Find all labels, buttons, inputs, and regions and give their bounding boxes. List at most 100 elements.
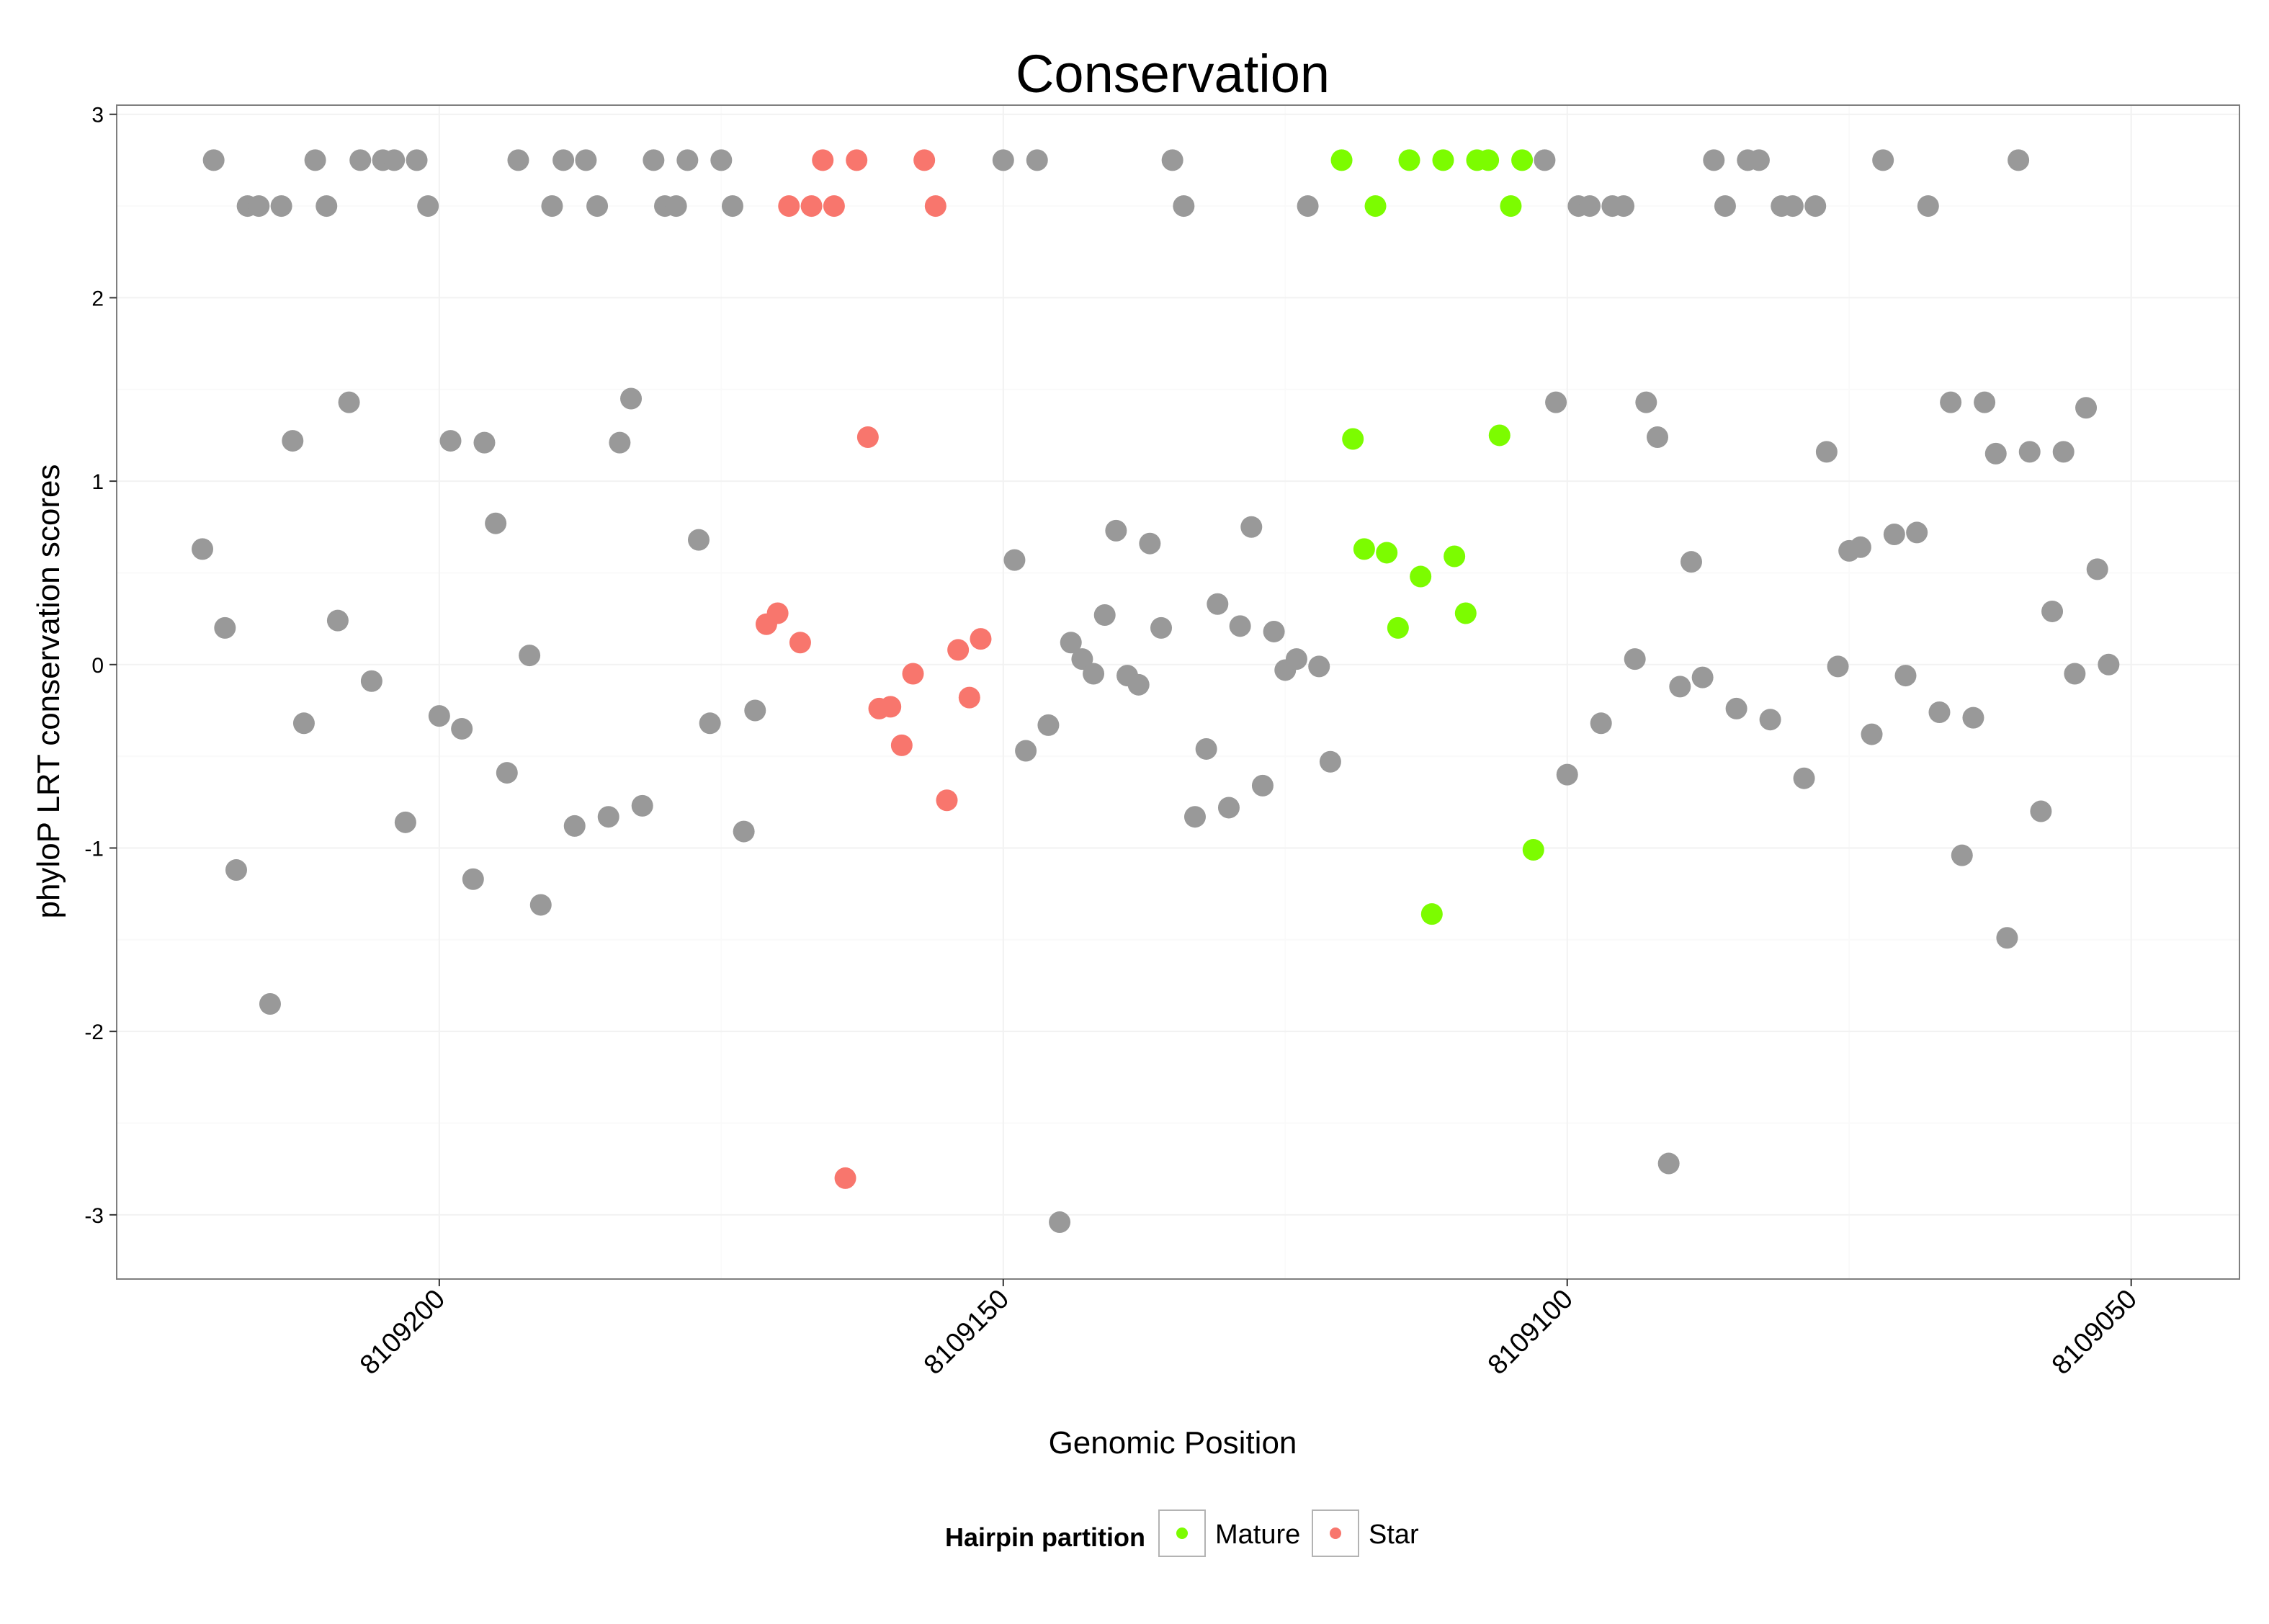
y-tick-label: -1 [84, 837, 104, 861]
point-other [1161, 149, 1183, 171]
legend-label-mature: Mature [1215, 1520, 1300, 1550]
point-other [1150, 616, 1173, 639]
legend-label-star: Star [1369, 1520, 1419, 1550]
point-star [823, 195, 845, 217]
point-mature [1420, 903, 1443, 925]
point-other [1996, 927, 2018, 949]
point-other [1263, 620, 1285, 642]
point-other [1026, 149, 1048, 171]
point-other [1003, 549, 1026, 571]
point-star [856, 426, 879, 448]
point-other [1545, 391, 1567, 413]
point-other [1703, 149, 1725, 171]
point-other [394, 811, 416, 833]
point-other [1883, 523, 1905, 545]
point-other [687, 529, 710, 551]
point-other [1093, 604, 1116, 627]
point-star [800, 195, 823, 217]
point-other [1657, 1152, 1680, 1175]
point-other [1917, 195, 1939, 217]
y-tick-label: -2 [84, 1020, 104, 1044]
point-other [1793, 767, 1815, 789]
point-other [304, 149, 326, 171]
point-other [1962, 706, 1984, 729]
point-other [586, 195, 609, 217]
plot-panel-border [116, 104, 2240, 1280]
point-other [2086, 558, 2108, 580]
point-star [924, 195, 946, 217]
point-other [710, 149, 733, 171]
point-star [880, 696, 902, 718]
chart-title: Conservation [1016, 44, 1330, 104]
point-other [1725, 697, 1747, 719]
point-other [1849, 536, 1871, 558]
y-tick-label: 3 [91, 104, 104, 127]
point-other [1747, 149, 1770, 171]
point-mature [1342, 428, 1364, 450]
point-other [1297, 195, 1319, 217]
point-mature [1477, 149, 1500, 171]
point-other [485, 512, 507, 534]
point-other [2041, 600, 2064, 622]
point-other [620, 387, 643, 410]
point-other [225, 859, 247, 881]
point-other [507, 149, 529, 171]
point-other [214, 616, 236, 639]
point-other [1647, 426, 1669, 448]
point-mature [1488, 424, 1511, 447]
point-other [2052, 441, 2075, 463]
y-tick-label: 1 [91, 470, 104, 494]
point-other [1308, 655, 1330, 678]
point-other [992, 149, 1014, 171]
point-star [834, 1167, 856, 1189]
point-other [383, 149, 406, 171]
point-other [529, 894, 552, 916]
point-other [519, 645, 541, 667]
point-other [1861, 723, 1883, 745]
point-mature [1432, 149, 1454, 171]
point-other [1827, 655, 1849, 678]
point-other [1613, 195, 1635, 217]
point-other [1579, 195, 1601, 217]
point-other [1060, 632, 1082, 654]
point-other [1815, 441, 1838, 463]
point-other [676, 149, 699, 171]
point-other [541, 195, 563, 217]
y-tick-label: 0 [91, 654, 104, 678]
point-other [1127, 673, 1150, 696]
point-other [248, 195, 270, 217]
point-other [315, 195, 338, 217]
point-other [1173, 195, 1195, 217]
y-axis-ticks: -3 -2 -1 0 1 2 3 [84, 104, 117, 1228]
legend: Hairpin partition Mature Star [945, 1509, 1419, 1557]
point-other [360, 670, 382, 692]
point-other [631, 794, 653, 817]
point-other [451, 717, 473, 740]
point-other [1680, 551, 1702, 573]
point-other [721, 195, 743, 217]
point-other [192, 538, 214, 560]
point-other [1071, 648, 1093, 670]
data-points [192, 149, 2120, 1234]
point-mature [1522, 839, 1544, 861]
point-other [1251, 774, 1274, 797]
point-other [2098, 653, 2120, 676]
legend-key-mature-dot [1176, 1527, 1188, 1539]
point-other [1049, 1211, 1071, 1234]
point-other [2018, 441, 2041, 463]
point-star [789, 632, 811, 654]
point-other [597, 806, 619, 828]
point-other [1928, 701, 1951, 724]
point-other [1240, 516, 1263, 538]
point-other [1691, 666, 1714, 688]
point-other [1872, 149, 1894, 171]
point-other [1207, 593, 1229, 615]
point-mature [1511, 149, 1534, 171]
point-other [428, 705, 450, 727]
x-axis-title: Genomic Position [1049, 1425, 1297, 1461]
point-star [766, 602, 789, 624]
y-axis-title: phyloP LRT conservation scores [31, 464, 66, 918]
major-gridlines [117, 105, 2239, 1279]
